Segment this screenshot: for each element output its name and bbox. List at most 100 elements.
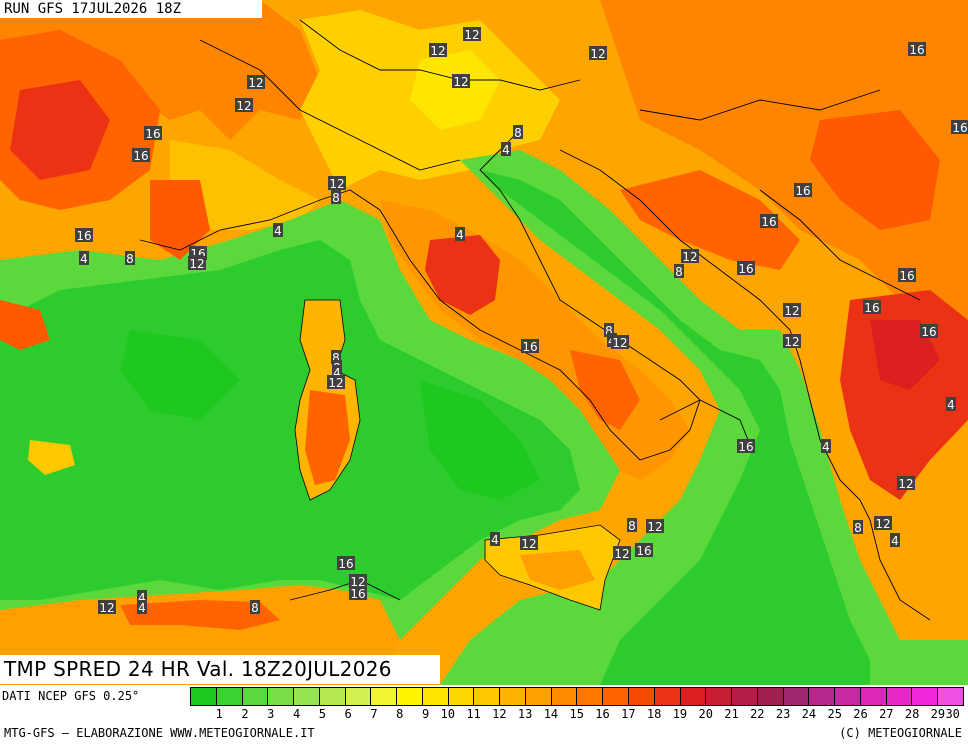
legend-swatch	[371, 688, 398, 705]
contour-label: 4	[947, 398, 955, 412]
contour-label: 8	[605, 324, 613, 338]
footer-credit: MTG-GFS — ELABORAZIONE WWW.METEOGIORNALE…	[4, 726, 315, 740]
legend-tick-label: 17	[621, 707, 636, 721]
contour-label: 8	[251, 601, 259, 615]
legend-swatch	[268, 688, 295, 705]
contour-label: 12	[682, 250, 697, 264]
legend-tick-label: 23	[775, 707, 791, 721]
legend-tick-label: 14	[543, 707, 559, 721]
legend-swatch	[680, 688, 707, 705]
legend-tick-label: 16	[595, 707, 610, 721]
contour-label: 12	[875, 517, 890, 531]
contour-label: 16	[921, 325, 936, 339]
contour-label: 12	[453, 75, 468, 89]
legend-swatch	[654, 688, 681, 705]
color-scale-bar	[190, 687, 964, 706]
contour-label: 16	[145, 127, 160, 141]
legend-tick-label: 4	[292, 707, 301, 721]
contour-label: 12	[430, 44, 445, 58]
contour-label: 16	[952, 121, 967, 135]
contour-label: 12	[464, 28, 479, 42]
legend-tick-label: 24	[801, 707, 817, 721]
legend-swatch	[912, 688, 939, 705]
legend-swatch	[500, 688, 526, 705]
contour-label: 8	[514, 126, 522, 140]
contour-label: 12	[590, 47, 605, 61]
temperature-spread-map: 1212121212121616161612848416481684124161…	[0, 0, 968, 685]
legend-tick-label: 11	[466, 707, 481, 721]
contour-label: 12	[898, 477, 913, 491]
legend-tick-label: 25	[827, 707, 842, 721]
contour-label: 12	[521, 537, 536, 551]
legend-tick-label: 15	[569, 707, 584, 721]
contour-label: 12	[784, 304, 799, 318]
contour-label: 8	[628, 519, 636, 533]
legend-swatch	[603, 688, 630, 705]
contour-label: 12	[189, 257, 204, 271]
contour-label: 4	[138, 591, 146, 605]
legend-swatch	[294, 688, 320, 705]
legend-swatch	[345, 688, 372, 705]
legend-tick-label: 13	[517, 707, 533, 721]
legend-swatch	[886, 688, 913, 705]
contour-label: 16	[795, 184, 810, 198]
contour-label: 16	[761, 215, 776, 229]
legend-tick-label: 18	[646, 707, 662, 721]
legend-tick-label: 2	[241, 707, 249, 721]
legend-tick-label: 22	[750, 707, 765, 721]
variable-title: TMP SPRED 24 HR Val. 18Z20JUL2026	[0, 655, 440, 684]
legend-tick-label: 26	[853, 707, 868, 721]
contour-label: 4	[491, 533, 499, 547]
legend-swatch	[474, 688, 501, 705]
legend-swatch	[706, 688, 733, 705]
contour-label: 16	[636, 544, 651, 558]
legend-tick-label: 30	[945, 707, 960, 721]
contour-label: 12	[784, 335, 799, 349]
contour-label: 16	[864, 301, 879, 315]
contour-label: 4	[456, 228, 464, 242]
legend-swatch	[242, 688, 269, 705]
legend-swatch	[860, 688, 887, 705]
contour-label: 4	[80, 252, 88, 266]
contour-label: 12	[328, 376, 343, 390]
contour-label: 12	[248, 76, 263, 90]
contour-label: 16	[738, 262, 753, 276]
contour-label: 8	[332, 191, 340, 205]
legend-swatch	[448, 688, 475, 705]
legend-tick-label: 5	[318, 707, 326, 721]
legend-tick-label: 9	[421, 707, 430, 721]
contour-label: 12	[236, 99, 251, 113]
legend-swatch	[397, 688, 423, 705]
contour-label: 12	[647, 520, 662, 534]
contour-label: 12	[99, 601, 114, 615]
legend-swatch	[757, 688, 784, 705]
legend-swatch	[216, 688, 243, 705]
contour-label: 12	[612, 336, 627, 350]
legend-tick-label: 27	[879, 707, 894, 721]
contour-label: 4	[333, 366, 341, 380]
contour-label: 16	[909, 43, 924, 57]
legend-tick-label: 8	[396, 707, 404, 721]
legend-tick-label: 28	[904, 707, 920, 721]
data-source: DATI NCEP GFS 0.25°	[2, 689, 140, 703]
contour-label: 4	[502, 143, 510, 157]
contour-label: 16	[899, 269, 914, 283]
contour-label: 4	[891, 534, 899, 548]
legend-swatch	[783, 688, 810, 705]
legend-swatch	[809, 688, 836, 705]
footer-copyright: (C) METEOGIORNALE	[839, 726, 962, 740]
contour-label: 12	[614, 547, 629, 561]
legend-tick-label: 20	[698, 707, 713, 721]
legend-swatch	[629, 688, 655, 705]
legend-swatch	[191, 688, 217, 705]
legend-tick-label: 7	[370, 707, 378, 721]
contour-label: 16	[350, 587, 365, 601]
legend-tick-label: 19	[672, 707, 688, 721]
legend-swatch	[319, 688, 346, 705]
legend-tick-label: 21	[724, 707, 739, 721]
legend-swatch	[422, 688, 449, 705]
contour-label: 16	[738, 440, 753, 454]
contour-label: 4	[274, 224, 282, 238]
legend-swatch	[525, 688, 552, 705]
contour-label: 16	[133, 149, 148, 163]
